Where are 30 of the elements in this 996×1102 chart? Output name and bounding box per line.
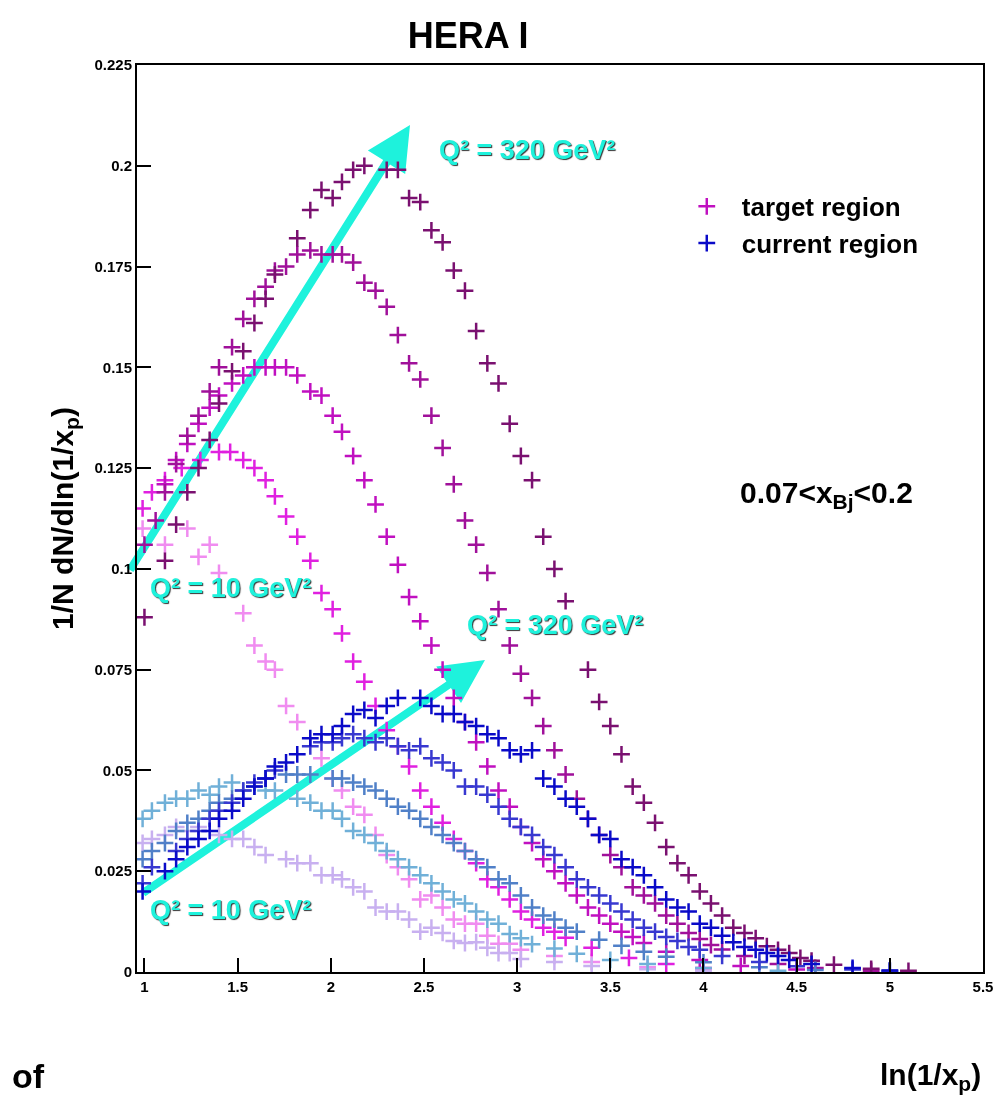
annotation: Q² = 320 GeV² <box>439 135 616 165</box>
x-tick-label: 3.5 <box>599 978 621 995</box>
x-tick-label: 1.5 <box>227 978 249 995</box>
y-tick-label: 0.025 <box>94 862 132 880</box>
y-tick-label: 0.1 <box>111 560 132 578</box>
x-tick-label: 5 <box>885 978 894 995</box>
annotation: 0.07<x$_{Bj}$<0.2 <box>740 476 913 514</box>
annotation: Q² = 10 GeV² <box>150 895 312 925</box>
y-tick-label: 0.05 <box>102 761 132 779</box>
y-tick-label: 0.125 <box>94 459 132 477</box>
y-tick-label: 0.225 <box>94 56 132 74</box>
y-tick-label: 0.175 <box>94 257 132 275</box>
y-tick-label: 0.075 <box>94 660 132 678</box>
legend-label: current region <box>741 229 919 260</box>
x-axis-title: ln(1/x$_{p}$) <box>880 1058 982 1096</box>
text: of <box>12 1057 45 1095</box>
x-tick-label: 5.5 <box>972 978 994 995</box>
y-tick-label: 0 <box>123 963 132 981</box>
legend-label: target region <box>741 192 901 223</box>
x-tick-label: 3 <box>512 978 522 995</box>
annotation: Q² = 320 GeV² <box>467 610 644 640</box>
annotation: Q² = 10 GeV² <box>150 573 312 603</box>
x-tick-label: 1 <box>140 978 149 995</box>
x-tick-label: 4 <box>699 978 709 995</box>
y-tick-label: 0.15 <box>102 358 132 376</box>
chart-title: HERA I <box>407 14 529 56</box>
y-tick-label: 0.2 <box>111 157 132 175</box>
x-tick-label: 2.5 <box>413 978 435 995</box>
x-tick-label: 2 <box>326 978 335 995</box>
x-tick-label: 4.5 <box>786 978 808 995</box>
